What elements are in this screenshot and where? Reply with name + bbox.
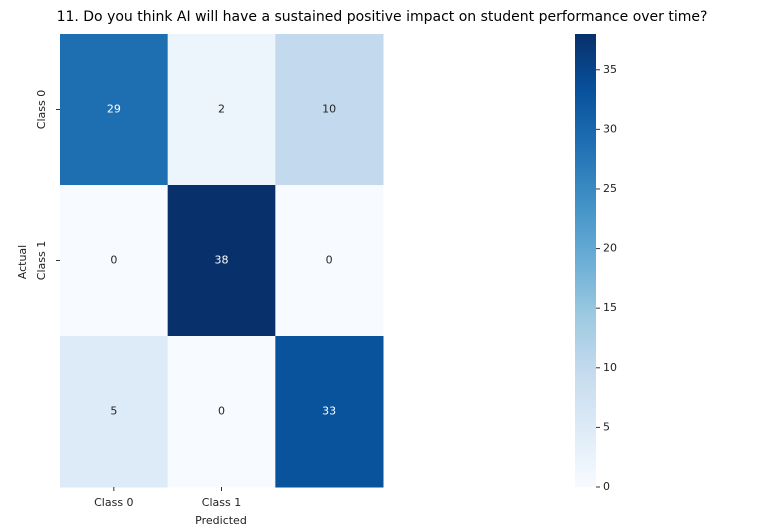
y-tick-label: Class 1 [35, 241, 48, 280]
heatmap-cell [275, 336, 384, 488]
cell-label: 0 [110, 254, 117, 267]
chart-title: 11. Do you think AI will have a sustaine… [57, 9, 708, 25]
heatmap-cell [167, 185, 276, 337]
colorbar-tick-label: 5 [603, 420, 610, 433]
x-axis-label: Predicted [195, 514, 247, 527]
colorbar [575, 34, 596, 487]
y-tick-label: Class 0 [35, 90, 48, 129]
heatmap-cell [60, 185, 169, 337]
cell-label: 2 [218, 103, 225, 116]
heatmap-cell [275, 34, 384, 186]
cell-label: 29 [107, 103, 121, 116]
colorbar-tick-label: 20 [603, 242, 617, 255]
colorbar-tick-label: 0 [603, 480, 610, 493]
cell-label: 5 [110, 405, 117, 418]
x-tick-label: Class 1 [202, 496, 241, 509]
colorbar-tick-label: 35 [603, 63, 617, 76]
cell-label: 0 [326, 254, 333, 267]
colorbar-tick-label: 15 [603, 301, 617, 314]
cell-label: 10 [322, 103, 336, 116]
cell-label: 0 [218, 405, 225, 418]
y-axis-label: Actual [16, 245, 29, 279]
heatmap-cell [60, 336, 169, 488]
heatmap-cell [167, 34, 276, 186]
cell-label: 38 [215, 254, 229, 267]
heatmap-cell [167, 336, 276, 488]
colorbar-tick-label: 30 [603, 122, 617, 135]
colorbar-tick-label: 10 [603, 361, 617, 374]
colorbar-tick-label: 25 [603, 182, 617, 195]
x-tick-label: Class 0 [94, 496, 133, 509]
heatmap-cell [275, 185, 384, 337]
heatmap-cell [60, 34, 169, 186]
cell-label: 33 [322, 405, 336, 418]
